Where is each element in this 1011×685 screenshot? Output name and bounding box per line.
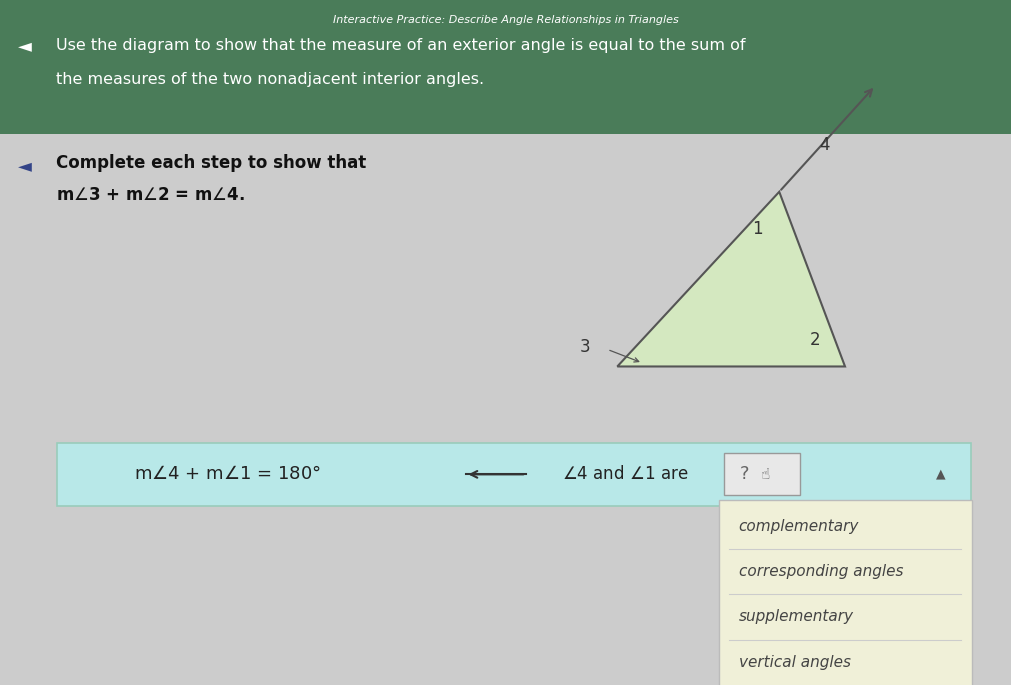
Text: vertical angles: vertical angles [738,655,850,670]
Text: ☝: ☝ [760,467,769,482]
Text: ▲: ▲ [935,468,945,481]
FancyBboxPatch shape [0,134,1011,685]
Text: ◄︎: ◄︎ [18,38,32,55]
Text: $\angle$4 and $\angle$1 are: $\angle$4 and $\angle$1 are [561,465,687,484]
Text: corresponding angles: corresponding angles [738,564,903,579]
Text: 2: 2 [809,332,819,349]
Text: the measures of the two nonadjacent interior angles.: the measures of the two nonadjacent inte… [56,72,483,87]
Text: m$\angle$3 + m$\angle$2 = m$\angle$4.: m$\angle$3 + m$\angle$2 = m$\angle$4. [56,186,245,204]
Text: Use the diagram to show that the measure of an exterior angle is equal to the su: Use the diagram to show that the measure… [56,38,744,53]
Text: m$\angle$4 + m$\angle$1 = 180°: m$\angle$4 + m$\angle$1 = 180° [134,465,320,484]
FancyBboxPatch shape [723,453,800,495]
Text: supplementary: supplementary [738,610,853,625]
Text: ◄︎: ◄︎ [18,158,32,175]
FancyBboxPatch shape [0,0,1011,134]
FancyBboxPatch shape [57,443,970,506]
Polygon shape [617,192,844,366]
Text: 3: 3 [579,338,589,356]
Text: ?: ? [739,465,748,484]
Text: 4: 4 [819,136,829,154]
Text: complementary: complementary [738,519,858,534]
Text: 1: 1 [751,221,761,238]
Text: Complete each step to show that: Complete each step to show that [56,154,366,172]
Text: Interactive Practice: Describe Angle Relationships in Triangles: Interactive Practice: Describe Angle Rel… [333,15,678,25]
FancyBboxPatch shape [718,500,971,685]
